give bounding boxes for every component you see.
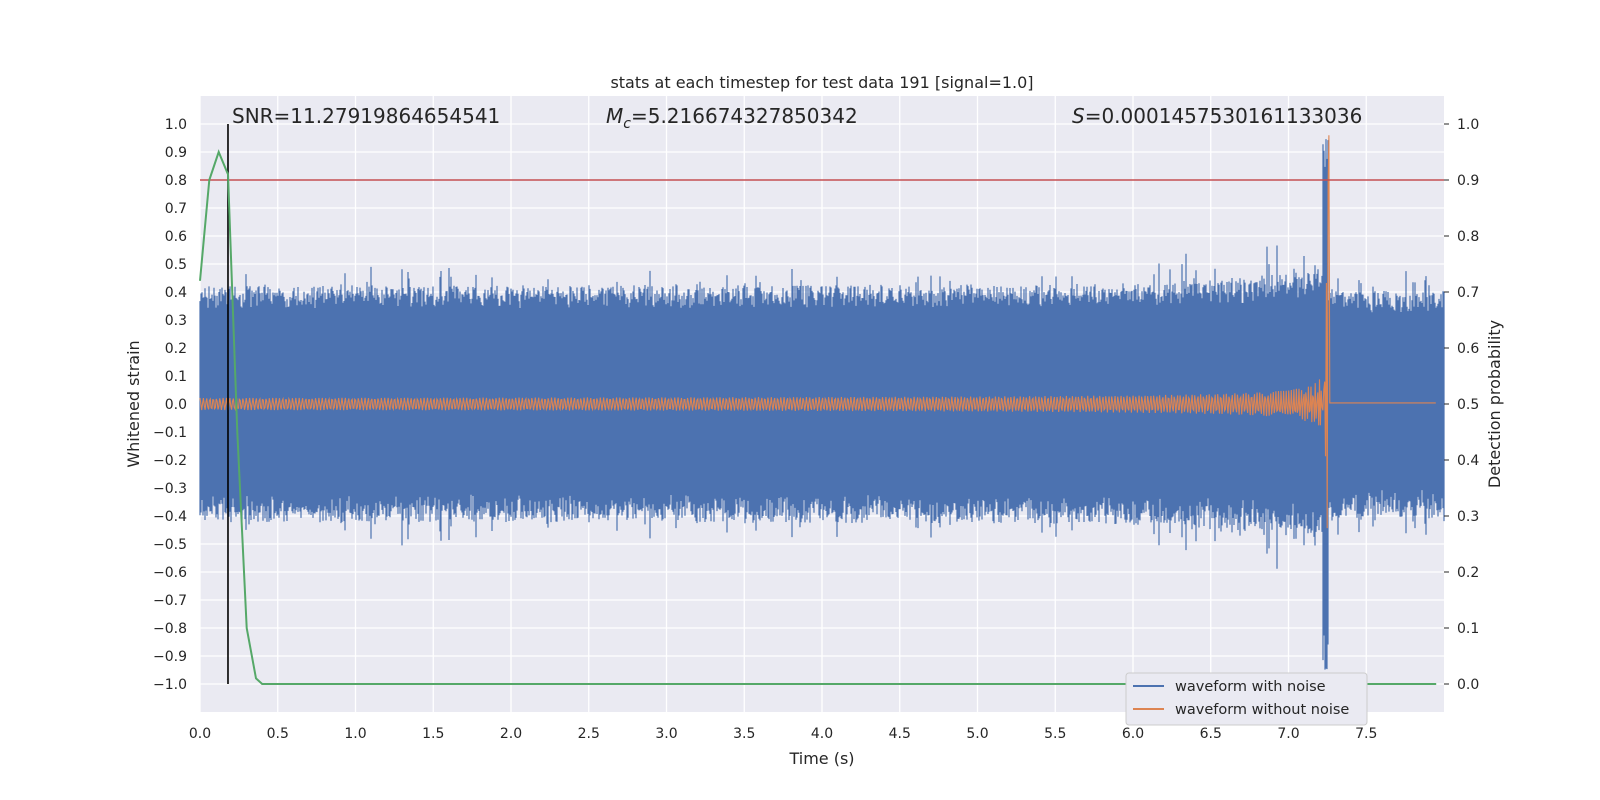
line-detection-probability bbox=[199, 149, 1437, 685]
y-right-tick-label: 0.0 bbox=[1457, 677, 1479, 693]
x-tick-label: 7.5 bbox=[1355, 726, 1377, 742]
x-tick-labels: 0.0 0.5 1.0 1.5 2.0 2.5 3.0 3.5 4.0 4.5 5.0 5.5 6.0 6… bbox=[189, 726, 1378, 742]
x-tick-label: 5.0 bbox=[966, 726, 988, 742]
y-axis-label-left: Whitened strain bbox=[124, 340, 143, 467]
annotation-s: S=0.00014575301611330​36 bbox=[1072, 104, 1362, 128]
y-left-tick-label: 0.5 bbox=[165, 257, 187, 273]
y-left-tick-label: 0.3 bbox=[165, 313, 187, 329]
y-right-tick-label: 0.9 bbox=[1457, 173, 1479, 189]
y-right-tick-label: 0.7 bbox=[1457, 285, 1479, 301]
y-left-tick-label: −0.5 bbox=[153, 537, 187, 553]
y-right-tick-label: 0.2 bbox=[1457, 565, 1479, 581]
series-waveform-without-noise bbox=[199, 135, 1436, 529]
mc-symbol: M bbox=[606, 104, 623, 128]
y-left-tick-label: −0.7 bbox=[153, 593, 187, 609]
x-tick-label: 1.5 bbox=[422, 726, 444, 742]
x-tick-label: 2.5 bbox=[578, 726, 600, 742]
y-right-tick-labels: 1.0 0.9 0.8 0.7 0.6 0.5 0.4 0.3 0.2 0.1 0.0 bbox=[1444, 117, 1479, 693]
y-left-tick-label: −0.9 bbox=[153, 649, 187, 665]
annotation-snr: SNR=11.27919864654541 bbox=[232, 104, 500, 128]
legend-box bbox=[1125, 672, 1368, 726]
s-value: =0.00014575301611330​36 bbox=[1085, 104, 1363, 128]
chart-title: stats at each timestep for test data 191… bbox=[610, 73, 1033, 92]
x-tick-label: 3.0 bbox=[655, 726, 677, 742]
mc-subscript: c bbox=[623, 116, 631, 132]
y-left-tick-label: −1.0 bbox=[153, 677, 187, 693]
y-left-tick-label: −0.2 bbox=[153, 453, 187, 469]
y-left-tick-label: 0.6 bbox=[165, 229, 187, 245]
y-right-tick-label: 0.3 bbox=[1457, 509, 1479, 525]
y-right-tick-label: 0.8 bbox=[1457, 229, 1479, 245]
x-tick-label: 4.0 bbox=[811, 726, 833, 742]
x-tick-label: 2.0 bbox=[500, 726, 522, 742]
x-tick-label: 0.0 bbox=[189, 726, 211, 742]
y-left-tick-label: 0.2 bbox=[165, 341, 187, 357]
y-left-tick-label: −0.3 bbox=[153, 481, 187, 497]
y-right-tick-label: 1.0 bbox=[1457, 117, 1479, 133]
y-left-tick-label: 0.7 bbox=[165, 201, 187, 217]
y-left-tick-labels: 1.0 0.9 0.8 0.7 0.6 0.5 0.4 0.3 0.2 0.1 0.0 −0.1 −0.… bbox=[153, 117, 187, 693]
line-waveform-without-noise bbox=[199, 135, 1436, 529]
y-left-tick-label: 0.9 bbox=[165, 145, 187, 161]
x-axis-label: Time (s) bbox=[788, 749, 854, 768]
x-tick-label: 6.5 bbox=[1200, 726, 1222, 742]
y-left-tick-label: 0.0 bbox=[165, 397, 187, 413]
annotation-chirp-mass: Mc=5.216674327850342 bbox=[606, 104, 858, 132]
x-tick-label: 5.5 bbox=[1044, 726, 1066, 742]
x-tick-label: 3.5 bbox=[733, 726, 755, 742]
x-tick-label: 7.0 bbox=[1277, 726, 1299, 742]
x-tick-label: 4.5 bbox=[889, 726, 911, 742]
mc-value: =5.216674327850342 bbox=[631, 104, 858, 128]
x-tick-label: 6.0 bbox=[1122, 726, 1144, 742]
y-right-tick-label: 0.4 bbox=[1457, 453, 1479, 469]
x-tick-label: 1.0 bbox=[344, 726, 366, 742]
y-left-tick-label: 0.1 bbox=[165, 369, 187, 385]
y-left-tick-label: 0.4 bbox=[165, 285, 187, 301]
s-symbol: S bbox=[1072, 104, 1085, 128]
legend-label-clean: waveform without noise bbox=[1175, 702, 1349, 718]
y-left-tick-label: −0.6 bbox=[153, 565, 187, 581]
y-right-tick-label: 0.1 bbox=[1457, 621, 1479, 637]
y-left-tick-label: 1.0 bbox=[165, 117, 187, 133]
y-left-tick-label: −0.8 bbox=[153, 621, 187, 637]
y-left-tick-label: −0.4 bbox=[153, 509, 187, 525]
y-left-tick-label: −0.1 bbox=[153, 425, 187, 441]
overlays bbox=[199, 124, 1444, 685]
legend: waveform with noise waveform without noi… bbox=[1125, 672, 1368, 726]
y-axis-label-right: Detection probability bbox=[1485, 320, 1504, 488]
y-right-tick-label: 0.5 bbox=[1457, 397, 1479, 413]
x-tick-label: 0.5 bbox=[267, 726, 289, 742]
legend-label-noise: waveform with noise bbox=[1175, 679, 1326, 695]
y-left-tick-label: 0.8 bbox=[165, 173, 187, 189]
y-right-tick-label: 0.6 bbox=[1457, 341, 1479, 357]
